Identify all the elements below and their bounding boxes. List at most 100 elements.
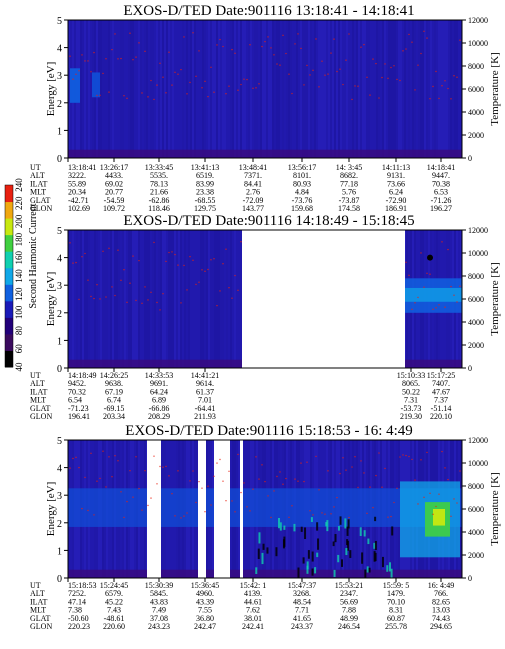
table-cell: 70.38 xyxy=(432,179,450,188)
colorbar-tick-label: 200 xyxy=(14,214,24,228)
row-label: GLON xyxy=(30,204,52,213)
table-cell: 174.58 xyxy=(338,204,360,213)
colorbar-tick-label: 40 xyxy=(14,362,24,372)
left-tick-label: 2 xyxy=(57,519,62,530)
table-cell: 7.49 xyxy=(152,606,166,615)
table-cell: 6579. xyxy=(105,589,123,598)
right-tick-label: 0 xyxy=(468,364,472,373)
table-cell: -71.26 xyxy=(431,196,452,205)
row-label: ALT xyxy=(30,379,45,388)
table-cell: 83.99 xyxy=(196,179,214,188)
table-cell: -72.90 xyxy=(386,196,407,205)
table-cell: 5.76 xyxy=(342,188,356,197)
table-cell: 43.83 xyxy=(150,597,168,606)
low-energy-enhancement xyxy=(70,68,80,103)
table-cell: 7.43 xyxy=(107,606,121,615)
row-label: ILAT xyxy=(30,387,47,396)
table-cell: -66.86 xyxy=(149,404,170,413)
table-cell: -50.60 xyxy=(68,614,89,623)
data-gap xyxy=(240,440,243,578)
table-cell: 61.37 xyxy=(196,387,214,396)
table-cell: 36.80 xyxy=(196,614,214,623)
right-tick-label: 8000 xyxy=(468,272,484,281)
right-tick-label: 8000 xyxy=(468,482,484,491)
colorbar-swatch xyxy=(5,267,13,285)
row-label: GLON xyxy=(30,622,52,631)
table-cell: 15:24:45 xyxy=(100,581,128,590)
right-tick-label: 6000 xyxy=(468,85,484,94)
table-cell: 74.43 xyxy=(432,614,450,623)
table-cell: 67.19 xyxy=(105,387,123,396)
left-axis-label: Energy [eV] xyxy=(45,272,57,326)
table-cell: 4960. xyxy=(196,589,214,598)
table-cell: 84.41 xyxy=(244,179,262,188)
table-cell: 15:17:25 xyxy=(427,371,455,380)
table-cell: 70.10 xyxy=(387,597,405,606)
table-cell: -51.14 xyxy=(431,404,452,413)
panel-title: EXOS-D/TED Date:901116 14:18:49 - 15:18:… xyxy=(123,213,414,229)
table-cell: 73.66 xyxy=(387,179,405,188)
table-cell: 294.65 xyxy=(430,622,452,631)
row-label: ILAT xyxy=(30,597,47,606)
right-tick-label: 0 xyxy=(468,574,472,583)
table-cell: -69.15 xyxy=(104,404,125,413)
colorbar-swatch xyxy=(5,251,13,269)
table-cell: -72.09 xyxy=(243,196,264,205)
right-tick-label: 10000 xyxy=(468,459,488,468)
colorbar-swatch xyxy=(5,300,13,318)
table-cell: 14:33:53 xyxy=(145,371,173,380)
table-cell: -73.87 xyxy=(339,196,360,205)
table-cell: 7371. xyxy=(244,171,262,180)
table-cell: 23.38 xyxy=(196,188,214,197)
left-tick-label: 1 xyxy=(57,126,62,137)
table-cell: 47.67 xyxy=(432,387,450,396)
table-cell: 15:53:21 xyxy=(335,581,363,590)
table-cell: 77.18 xyxy=(340,179,358,188)
right-tick-label: 6000 xyxy=(468,295,484,304)
table-cell: 219.30 xyxy=(400,412,422,421)
table-cell: 45.22 xyxy=(105,597,123,606)
row-label: UT xyxy=(30,163,41,172)
table-cell: 13:48:41 xyxy=(239,163,267,172)
left-tick-label: 0 xyxy=(57,364,62,375)
table-cell: 13:56:17 xyxy=(288,163,316,172)
table-cell: -48.61 xyxy=(104,614,125,623)
right-tick-label: 6000 xyxy=(468,505,484,514)
table-cell: 60.87 xyxy=(387,614,405,623)
table-cell: 13:41:13 xyxy=(191,163,219,172)
table-cell: -64.41 xyxy=(195,404,216,413)
table-cell: -53.73 xyxy=(401,404,422,413)
table-cell: 41.65 xyxy=(293,614,311,623)
table-cell: 55.89 xyxy=(68,179,86,188)
table-cell: 15:47:37 xyxy=(288,581,316,590)
right-tick-label: 4000 xyxy=(468,528,484,537)
table-cell: 70.32 xyxy=(68,387,86,396)
table-cell: 220.23 xyxy=(68,622,90,631)
table-cell: 4433. xyxy=(105,171,123,180)
colorbar-tick-label: 100 xyxy=(14,305,24,319)
colorbar-swatch xyxy=(5,284,13,302)
table-cell: 7.71 xyxy=(295,606,309,615)
table-cell: 2.76 xyxy=(246,188,260,197)
colorbar-tick-label: 80 xyxy=(14,326,24,336)
table-cell: 186.91 xyxy=(385,204,407,213)
table-cell: -54.59 xyxy=(104,196,125,205)
table-cell: 20.34 xyxy=(68,188,86,197)
table-cell: 9447. xyxy=(432,171,450,180)
table-cell: 48.99 xyxy=(340,614,358,623)
table-cell: 3222. xyxy=(68,171,86,180)
right-axis-label: Temperature [K] xyxy=(489,262,501,335)
table-cell: 255.78 xyxy=(385,622,407,631)
colorbar-tick-label: 220 xyxy=(14,196,24,210)
colorbar-tick-label: 120 xyxy=(14,287,24,301)
table-cell: 5845. xyxy=(150,589,168,598)
table-cell: 21.66 xyxy=(150,188,168,197)
table-cell: 6.54 xyxy=(68,396,82,405)
colorbar-tick-label: 160 xyxy=(14,251,24,265)
data-gap xyxy=(242,230,405,368)
table-cell: 48.54 xyxy=(293,597,311,606)
left-axis-label: Energy [eV] xyxy=(45,62,57,116)
row-label: ALT xyxy=(30,589,45,598)
left-tick-label: 3 xyxy=(57,281,62,292)
